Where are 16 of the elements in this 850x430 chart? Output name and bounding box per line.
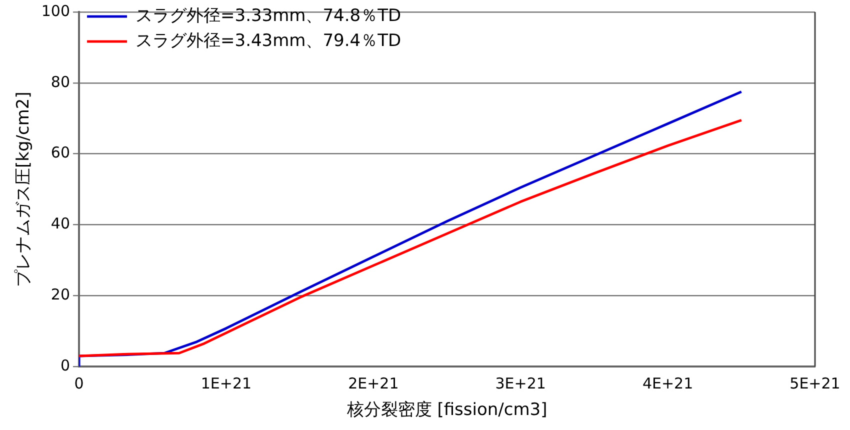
x-axis-title: 核分裂密度 [fission/cm3] (346, 400, 548, 420)
x-tick-label: 5E+21 (790, 374, 840, 392)
y-tick-label: 20 (50, 286, 70, 304)
y-tick-label: 100 (41, 2, 70, 20)
x-tick-label: 1E+21 (200, 374, 252, 392)
x-tick-label: 3E+21 (495, 374, 546, 392)
y-tick-label: 0 (60, 356, 70, 374)
y-tick-label: 80 (50, 72, 70, 91)
y-tick-label: 60 (50, 144, 70, 162)
x-tick-label: 0 (74, 374, 84, 392)
y-tick-label: 40 (50, 214, 70, 233)
x-tick-label: 4E+21 (642, 374, 694, 392)
legend-label: スラグ外径=3.33mm、74.8％TD (136, 6, 402, 26)
x-tick-label: 2E+21 (348, 374, 399, 392)
legend-label: スラグ外径=3.43mm、79.4％TD (136, 30, 402, 51)
y-axis-title: プレナムガス圧[kg/cm2] (14, 92, 34, 287)
